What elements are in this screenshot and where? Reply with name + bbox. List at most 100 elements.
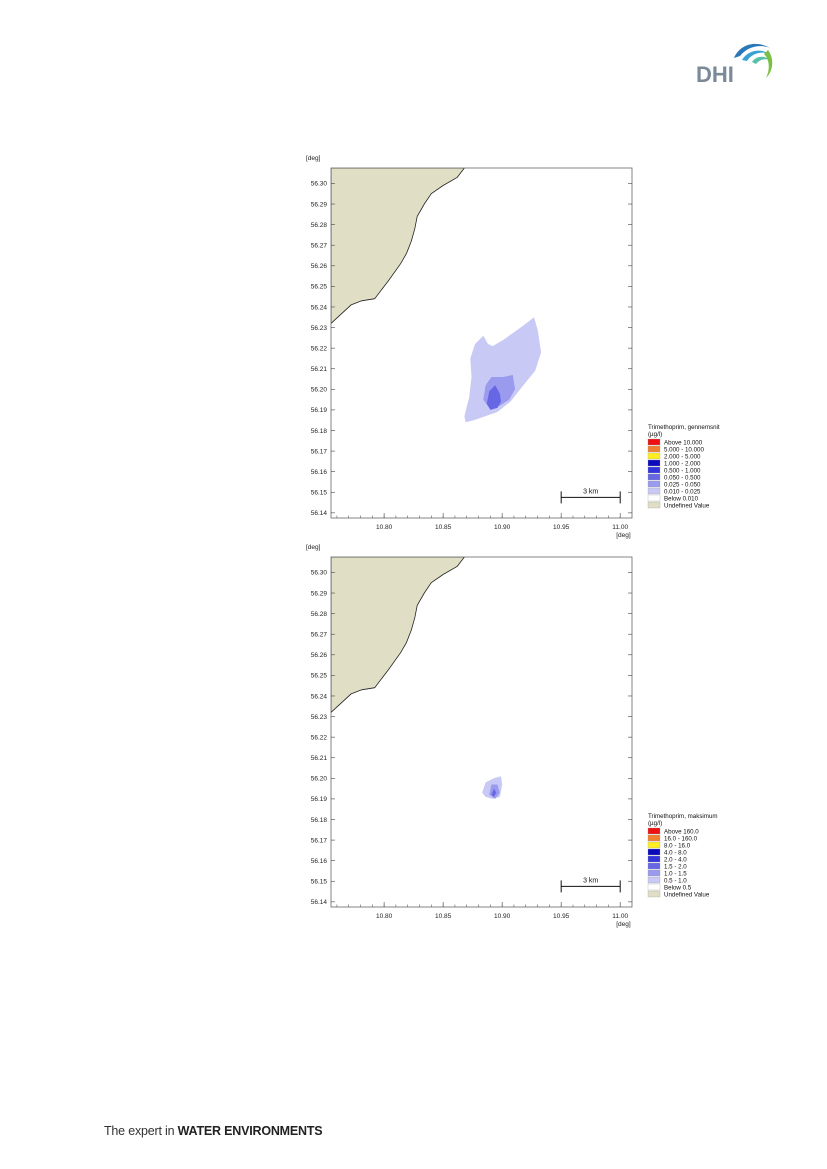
y-tick-label: 56.25 <box>311 284 328 291</box>
y-tick-label: 56.17 <box>311 448 328 455</box>
y-unit-label: [deg] <box>306 155 321 162</box>
legend-entry-label: Undefined Value <box>664 502 710 509</box>
x-tick-label: 10.80 <box>376 524 393 531</box>
y-tick-label: 56.24 <box>311 304 328 311</box>
scale-bar-label: 3 km <box>583 877 598 884</box>
plot-area <box>331 557 503 799</box>
legend-entry-label: 2.000 - 5.000 <box>664 453 701 460</box>
y-tick-label: 56.18 <box>311 817 328 824</box>
legend-swatch <box>647 438 661 446</box>
y-tick-label: 56.18 <box>311 428 328 435</box>
y-tick-label: 56.21 <box>311 755 328 762</box>
footer-lead: The expert in <box>104 1124 175 1138</box>
y-tick-label: 56.16 <box>311 858 328 865</box>
y-tick-label: 56.20 <box>311 776 328 783</box>
legend-swatch <box>647 848 661 856</box>
plot-area <box>331 168 542 423</box>
legend-swatch <box>647 890 661 898</box>
legend-swatch <box>647 452 661 460</box>
legend-unit: (µg/l) <box>648 431 662 438</box>
x-tick-label: 10.95 <box>553 913 570 920</box>
y-tick-label: 56.23 <box>311 714 328 721</box>
legend-entry-label: 0.5 - 1.0 <box>664 877 687 884</box>
legend-entry-label: Below 0.010 <box>664 495 699 502</box>
legend-entry-label: 1.5 - 2.0 <box>664 863 687 870</box>
legend-swatch <box>647 501 661 509</box>
contour-band-3 <box>486 385 501 410</box>
legend-entry-label: 1.000 - 2.000 <box>664 460 701 467</box>
plot-frame <box>330 556 633 908</box>
y-tick-label: 56.20 <box>311 387 328 394</box>
legend: Trimethoprim, gennemsnit(µg/l)Above 10.0… <box>647 424 720 509</box>
y-tick-label: 56.30 <box>311 570 328 577</box>
legend-entry-label: 5.000 - 10.000 <box>664 446 704 453</box>
x-tick-label: 10.90 <box>494 913 511 920</box>
y-tick-label: 56.24 <box>311 693 328 700</box>
legend-swatch <box>647 883 661 891</box>
legend-title: Trimethoprim, gennemsnit <box>648 424 720 431</box>
legend-entry-label: 16.0 - 160.0 <box>664 835 698 842</box>
y-tick-label: 56.14 <box>311 510 328 517</box>
contour-band-3 <box>491 788 497 797</box>
legend-entry-label: 4.0 - 8.0 <box>664 849 687 856</box>
legend-swatch <box>647 466 661 474</box>
legend-swatch <box>647 487 661 495</box>
y-tick-label: 56.28 <box>311 611 328 618</box>
y-tick-label: 56.21 <box>311 366 328 373</box>
legend-entry-label: 2.0 - 4.0 <box>664 856 687 863</box>
y-tick-label: 56.26 <box>311 652 328 659</box>
y-tick-label: 56.14 <box>311 899 328 906</box>
x-tick-label: 11.00 <box>612 913 628 920</box>
y-tick-label: 56.27 <box>311 632 328 639</box>
legend-swatch <box>647 445 661 453</box>
legend-swatch <box>647 862 661 870</box>
x-unit-label: [deg] <box>616 532 631 539</box>
legend-entry-label: 0.010 - 0.025 <box>664 488 701 495</box>
y-tick-label: 56.22 <box>311 734 328 741</box>
legend-swatch <box>647 480 661 488</box>
legend-entry-label: 8.0 - 16.0 <box>664 842 691 849</box>
legend-entry-label: Above 10.000 <box>664 439 703 446</box>
y-tick-label: 56.19 <box>311 796 328 803</box>
y-tick-label: 56.30 <box>311 181 328 188</box>
legend-swatch <box>647 841 661 849</box>
legend-swatch <box>647 855 661 863</box>
y-tick-label: 56.29 <box>311 201 328 208</box>
y-tick-label: 56.28 <box>311 222 328 229</box>
y-tick-label: 56.15 <box>311 490 328 497</box>
legend-entry-label: Undefined Value <box>664 891 710 898</box>
y-tick-label: 56.26 <box>311 263 328 270</box>
legend-entry-label: 0.050 - 0.500 <box>664 474 701 481</box>
legend-swatch <box>647 869 661 877</box>
y-unit-label: [deg] <box>306 544 321 551</box>
y-tick-label: 56.22 <box>311 345 328 352</box>
legend-swatch <box>647 827 661 835</box>
y-tick-label: 56.15 <box>311 879 328 886</box>
land-area <box>331 557 465 713</box>
scale-bar-label: 3 km <box>583 488 598 495</box>
y-tick-label: 56.29 <box>311 590 328 597</box>
wave-icon <box>734 43 773 78</box>
x-tick-label: 10.80 <box>376 913 393 920</box>
x-tick-label: 10.90 <box>494 524 511 531</box>
legend-swatch <box>647 834 661 842</box>
legend-swatch <box>647 459 661 467</box>
y-tick-label: 56.25 <box>311 673 328 680</box>
dhi-logo: DHI <box>696 43 773 84</box>
map-panel-2: [deg] 56.30 56.29 56.28 56.27 56.26 56.25 56.24… <box>306 544 718 928</box>
logo-text: DHI <box>696 62 734 84</box>
legend-entry-label: 0.500 - 1.000 <box>664 467 701 474</box>
footer-tagline: The expert in WATER ENVIRONMENTS <box>104 1124 323 1138</box>
legend-entry-label: Below 0.5 <box>664 884 692 891</box>
plot-frame <box>330 167 633 519</box>
footer-strong: WATER ENVIRONMENTS <box>177 1124 323 1138</box>
x-tick-label: 10.85 <box>435 524 452 531</box>
y-tick-label: 56.27 <box>311 243 328 250</box>
legend: Trimethoprim, maksimum(µg/l)Above 160.01… <box>647 813 718 898</box>
y-tick-label: 56.16 <box>311 469 328 476</box>
map-panel-1: [deg] 56.30 56.29 56.28 56.27 56.26 56.25 56.24… <box>306 155 720 539</box>
y-tick-label: 56.19 <box>311 407 328 414</box>
legend-swatch <box>647 876 661 884</box>
